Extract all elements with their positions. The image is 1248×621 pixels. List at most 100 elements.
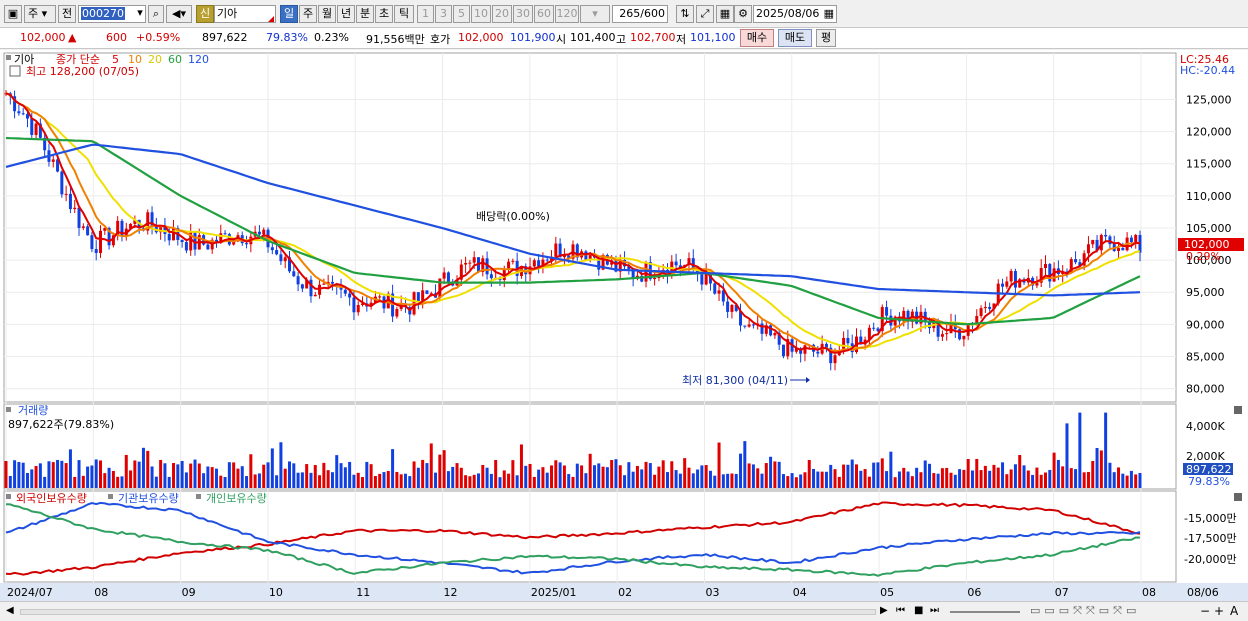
zoom-out-icon[interactable]: −: [1200, 604, 1211, 618]
tab-minute[interactable]: 분: [356, 5, 374, 23]
speaker-icon[interactable]: ◀▾: [166, 5, 192, 23]
tab-year[interactable]: 년: [337, 5, 355, 23]
count-value: 265: [619, 7, 641, 20]
calendar-icon[interactable]: ▦: [823, 7, 834, 20]
volume-bar: [897, 471, 901, 488]
volume-bar: [172, 463, 176, 488]
candle-body: [17, 111, 21, 114]
stock-chart[interactable]: 125,000 120,000 115,000 110,000 105,000 100,0…: [0, 50, 1248, 603]
volume-bar: [412, 461, 416, 488]
count-field[interactable]: 265/600: [612, 5, 668, 23]
interval-select[interactable]: ▾: [580, 5, 610, 23]
interval-10[interactable]: 10: [471, 5, 491, 23]
close-holding-icon[interactable]: [1234, 493, 1242, 501]
volume-bar: [734, 473, 738, 488]
candle-body: [275, 250, 279, 255]
compare-icon[interactable]: ⤢: [696, 5, 714, 23]
panel-menu-icon[interactable]: [6, 55, 11, 60]
close-volume-icon[interactable]: [1234, 406, 1242, 414]
candle-body: [623, 259, 627, 267]
volume-current-badge: [1183, 463, 1233, 475]
code-input[interactable]: 000270: [78, 5, 146, 23]
scroll-left-icon[interactable]: ◀: [6, 605, 14, 616]
chevron-down-icon[interactable]: ▾: [137, 6, 143, 19]
gear-icon[interactable]: ⚙: [734, 5, 752, 23]
interval-3[interactable]: 3: [435, 5, 452, 23]
period-select[interactable]: 주 ▾: [24, 5, 56, 23]
candle-body: [829, 347, 833, 364]
price-y-tick: 90,000: [1186, 318, 1225, 331]
interval-5[interactable]: 5: [453, 5, 470, 23]
volume-bar: [270, 448, 274, 488]
interval-60[interactable]: 60: [534, 5, 554, 23]
candle-body: [369, 302, 373, 307]
layout-icon[interactable]: ▣: [4, 5, 22, 23]
indicator-icon[interactable]: ⇅: [676, 5, 694, 23]
candle-body: [446, 272, 450, 284]
candle-body: [485, 258, 489, 275]
volume-bar: [601, 466, 605, 488]
tab-day[interactable]: 일: [280, 5, 298, 23]
volume-bar: [232, 462, 236, 488]
zoom-slider[interactable]: [950, 611, 1020, 613]
zoom-in-icon[interactable]: +: [1214, 604, 1225, 618]
interval-120[interactable]: 120: [555, 5, 579, 23]
scrollbar[interactable]: [20, 609, 876, 615]
tab-week[interactable]: 주: [299, 5, 317, 23]
tools-icon[interactable]: ▦: [716, 5, 734, 23]
volume-bar: [1121, 473, 1125, 488]
interval-30[interactable]: 30: [513, 5, 533, 23]
volume-bar: [180, 460, 184, 488]
price-y-tick: 125,000: [1186, 93, 1232, 106]
inst-menu-icon[interactable]: [108, 494, 113, 499]
interval-1[interactable]: 1: [417, 5, 434, 23]
tab-tick[interactable]: 틱: [394, 5, 414, 23]
indiv-menu-icon[interactable]: [196, 494, 201, 499]
candle-body: [64, 193, 68, 195]
crosshair-icon[interactable]: [9, 65, 21, 77]
holding-menu-icon[interactable]: [6, 494, 11, 499]
date-field[interactable]: 2025/08/06 ▦: [753, 5, 837, 23]
volume-bar: [1078, 412, 1082, 488]
volume-bar: [373, 475, 377, 488]
scroll-right-icon[interactable]: ▶: [880, 605, 888, 616]
volume-bar: [940, 468, 944, 488]
candle-body: [43, 137, 47, 151]
volume-bar: [214, 468, 218, 488]
candle-body: [438, 278, 442, 298]
chart-area[interactable]: 125,000 120,000 115,000 110,000 105,000 100,0…: [0, 50, 1248, 603]
candle-body: [425, 290, 429, 294]
stock-name-field[interactable]: 기아: [214, 5, 276, 23]
tab-month[interactable]: 월: [318, 5, 336, 23]
volume-bar: [210, 467, 214, 488]
chart-tools-icons[interactable]: ▭▭▭⤧⤧▭⤧▭: [1030, 604, 1141, 617]
auto-scale-icon[interactable]: A: [1230, 604, 1239, 618]
candle-body: [1121, 248, 1125, 251]
volume-bar: [605, 467, 609, 488]
tab-second[interactable]: 초: [375, 5, 393, 23]
rewind-icon[interactable]: ⏮: [896, 605, 905, 616]
candle-body: [77, 207, 81, 228]
candle-body: [283, 257, 287, 262]
candle-body: [34, 123, 38, 135]
volume-bar: [51, 462, 55, 488]
lc-label: LC:25.46: [1180, 53, 1229, 66]
volume-bar: [356, 472, 360, 488]
volume-bar: [34, 466, 38, 488]
volume-bar: [627, 462, 631, 488]
sell-button[interactable]: 매도: [778, 29, 812, 47]
interval-20[interactable]: 20: [492, 5, 512, 23]
eval-button[interactable]: 평: [816, 29, 836, 47]
forward-icon[interactable]: ⏭: [930, 605, 939, 616]
volume-bar: [365, 461, 369, 488]
ma-5-label: 5: [112, 53, 119, 66]
volume-bar: [352, 474, 356, 488]
buy-button[interactable]: 매수: [740, 29, 774, 47]
volume-bar: [678, 473, 682, 488]
prev-button[interactable]: 전: [58, 5, 76, 23]
stop-icon[interactable]: ■: [914, 605, 924, 616]
candle-body: [262, 229, 266, 235]
volume-menu-icon[interactable]: [6, 407, 11, 412]
volume-bar: [1022, 465, 1026, 488]
search-icon[interactable]: ⌕: [148, 5, 164, 23]
